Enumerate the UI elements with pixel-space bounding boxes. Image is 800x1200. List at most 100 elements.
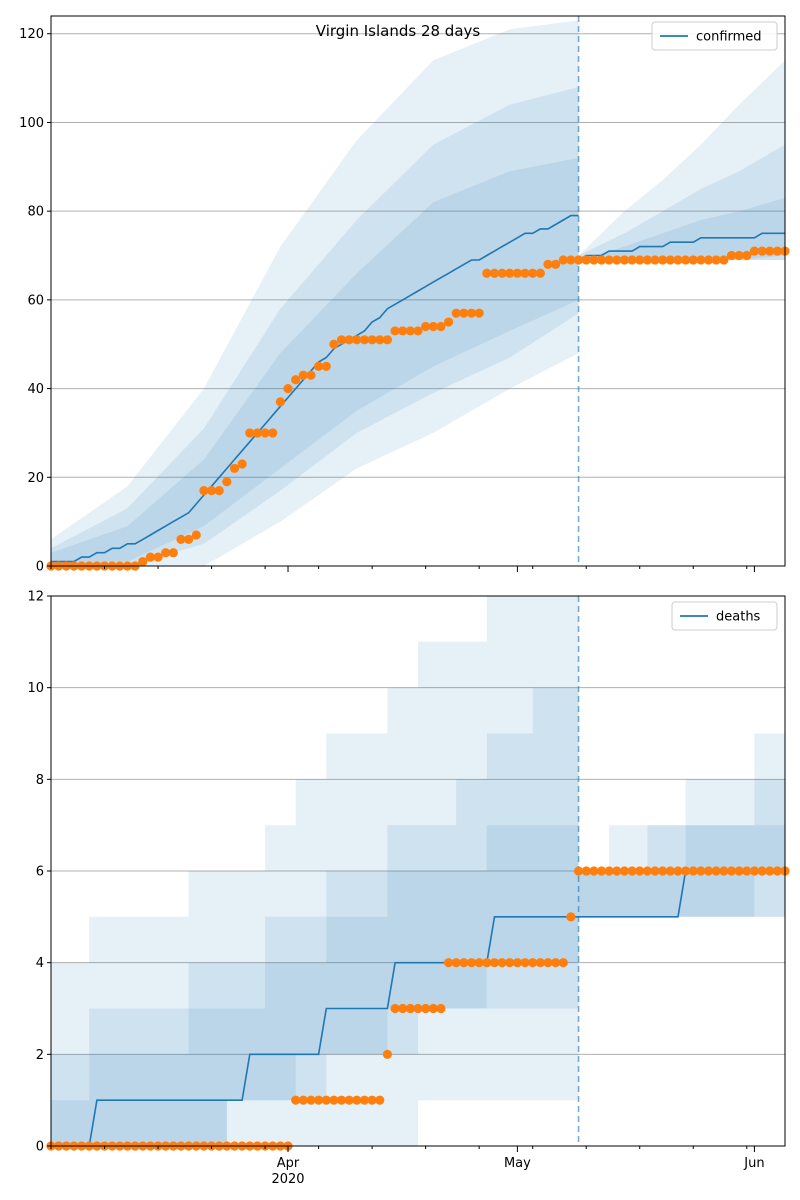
observed-point [627,866,637,876]
observed-point [596,866,607,876]
observed-point [749,866,760,876]
forecast-band-0 [578,60,785,261]
observed-point [298,370,308,380]
observed-point [573,255,584,265]
observed-point [283,383,293,394]
y-tick-label: 20 [27,471,44,486]
observed-point [642,866,652,876]
observed-point [619,255,630,265]
observed-point [161,548,171,558]
observed-point [168,548,178,558]
observed-point [535,958,545,968]
observed-point [138,556,148,567]
y-tick-label: 100 [19,116,44,131]
observed-point [665,255,675,265]
y-tick-label: 2 [36,1048,44,1063]
observed-point [650,866,660,876]
observed-point [405,1003,415,1014]
legend-box [671,601,778,631]
forecast-band-1 [578,144,785,260]
observed-point [665,866,675,876]
observed-point [398,1003,408,1014]
confidence-band-2 [51,157,579,566]
observed-point [428,1003,438,1014]
observed-point [658,866,668,876]
observed-point [421,1003,431,1014]
legend-label: deaths [716,610,761,625]
observed-point [703,255,714,265]
series-line-forecast [578,232,785,261]
observed-point [237,459,247,469]
observed-point [298,1095,308,1105]
confidence-band-0 [51,20,579,566]
observed-point [742,866,752,876]
y-tick-label: 10 [27,681,44,696]
observed-point [566,255,576,265]
observed-point [505,268,515,278]
observed-point [184,534,194,544]
observed-point [482,958,492,968]
observed-point [375,335,385,345]
observed-point [757,866,767,876]
observed-point [367,335,377,345]
x-tick-label: Jun [743,1156,764,1171]
observed-point [558,255,568,265]
observed-point [612,866,622,876]
observed-point [390,1003,400,1014]
observed-point [306,1095,316,1105]
legend-label: confirmed [696,30,762,45]
observed-point [443,317,454,327]
observed-point [573,866,584,876]
observed-point [711,255,721,265]
observed-point [627,255,637,265]
y-tick-label: 120 [19,27,44,42]
observed-point [474,308,484,318]
y-tick-label: 8 [36,773,44,788]
observed-point [765,866,775,876]
confidence-band-1 [51,687,579,1146]
observed-point [528,958,538,968]
observed-point [245,428,255,438]
plot-area [51,20,785,566]
y-tick-label: 12 [27,590,44,605]
observed-point [734,866,744,876]
confidence-band-1 [51,87,579,566]
observed-point [466,958,477,968]
observed-point [650,255,660,265]
observed-point [497,958,507,968]
observed-point [696,255,706,265]
observed-point [619,866,630,876]
y-tick-label: 0 [36,560,44,575]
observed-point [436,321,446,332]
forecast-band-2 [578,197,785,260]
observed-point [459,308,469,318]
y-tick-label: 4 [36,956,44,971]
observed-point [489,958,500,968]
observed-point [589,255,599,265]
observed-point [711,866,721,876]
observed-point [275,397,285,407]
series-line-deaths [51,870,785,1146]
observed-point [382,335,393,345]
observed-point [505,958,515,968]
observed-point [688,255,698,265]
observed-point [551,958,561,968]
observed-point [535,268,545,278]
observed-point [336,335,347,345]
observed-point [497,268,507,278]
observed-point [344,335,354,345]
observed-point [268,428,278,438]
y-tick-label: 6 [36,865,44,880]
observed-point [681,255,691,265]
observed-point [443,958,454,968]
confidence-band-2 [51,825,579,1146]
observed-point [329,339,339,349]
observed-point [329,1095,339,1105]
confirmed-panel: 0 20 40 60 80 100 120 confirmed [19,15,790,575]
observed-point [703,866,714,876]
observed-point [688,866,698,876]
observed-point [520,268,530,278]
observed-point [306,370,316,380]
observed-point [451,958,461,968]
